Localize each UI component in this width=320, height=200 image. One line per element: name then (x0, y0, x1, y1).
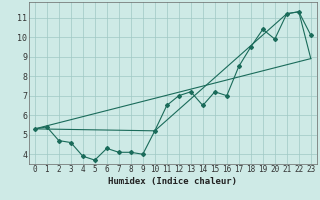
X-axis label: Humidex (Indice chaleur): Humidex (Indice chaleur) (108, 177, 237, 186)
